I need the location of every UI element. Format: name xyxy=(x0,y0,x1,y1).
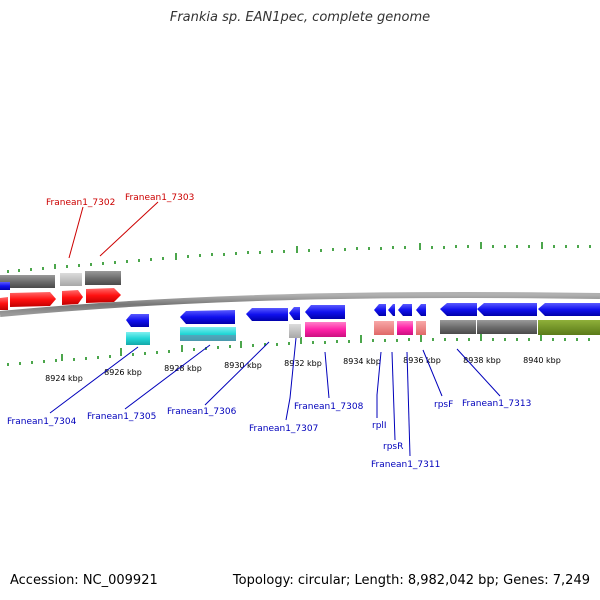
leader-line xyxy=(99,201,159,257)
accession-text: Accession: NC_009921 xyxy=(10,573,158,588)
feature-magenta-bar[interactable] xyxy=(397,321,413,335)
genome-title: Frankia sp. EAN1pec, complete genome xyxy=(169,10,431,25)
gene-label-franean1-7311[interactable]: Franean1_7311 xyxy=(371,460,440,470)
kbp-label: 8940 kbp xyxy=(523,356,561,365)
kbp-label: 8926 kbp xyxy=(104,368,142,377)
gene-arrow-blue[interactable] xyxy=(538,303,600,316)
leader-line xyxy=(324,351,330,399)
feature-cyan-bar[interactable] xyxy=(126,332,150,345)
feature-gray-bar[interactable] xyxy=(180,335,236,341)
gene-arrow-red[interactable] xyxy=(62,290,83,305)
leader-line xyxy=(124,344,211,410)
reverse-strand-genes xyxy=(126,303,600,327)
leader-line xyxy=(376,351,382,418)
forward-strand-features xyxy=(0,271,121,310)
genome-backbone xyxy=(0,291,600,317)
feature-olive-bar[interactable] xyxy=(538,320,600,335)
kbp-label: 8936 kbp xyxy=(403,356,441,365)
leader-line xyxy=(49,346,139,414)
kbp-label: 8930 kbp xyxy=(224,361,262,370)
top-tick-marks xyxy=(7,242,591,273)
gene-arrow-blue[interactable] xyxy=(305,305,345,319)
leader-line xyxy=(456,348,501,397)
kbp-label: 8928 kbp xyxy=(164,364,202,373)
gene-label-franean1-7302[interactable]: Franean1_7302 xyxy=(46,198,115,208)
gene-label-rpsf[interactable]: rpsF xyxy=(434,400,453,410)
leader-line xyxy=(422,349,443,397)
gene-label-franean1-7303[interactable]: Franean1_7303 xyxy=(125,193,194,203)
feature-gray-bar[interactable] xyxy=(0,275,55,288)
kbp-label: 8932 kbp xyxy=(284,359,322,368)
gene-arrow-blue[interactable] xyxy=(289,307,300,320)
gene-label-franean1-7307[interactable]: Franean1_7307 xyxy=(249,424,318,434)
gene-arrow-blue[interactable] xyxy=(440,303,477,316)
gene-arrow-red[interactable] xyxy=(86,288,121,303)
gene-arrow-blue[interactable] xyxy=(374,304,386,316)
reverse-strand-products xyxy=(126,320,600,345)
gene-arrow-blue[interactable] xyxy=(416,304,426,316)
feature-pink-bar[interactable] xyxy=(416,321,426,335)
leader-line xyxy=(68,206,84,259)
gene-label-franean1-7305[interactable]: Franean1_7305 xyxy=(87,412,156,422)
feature-lightgray-bar[interactable] xyxy=(289,324,301,338)
kbp-label: 8924 kbp xyxy=(45,374,83,383)
gene-arrow-red[interactable] xyxy=(10,292,56,307)
gene-arrow-blue[interactable] xyxy=(398,304,412,316)
gene-arrow-blue[interactable] xyxy=(126,314,149,327)
gene-arrow-blue[interactable] xyxy=(180,310,235,324)
feature-lightgray-bar[interactable] xyxy=(60,273,82,286)
gene-arrow-blue[interactable] xyxy=(246,308,288,321)
gene-arrow-red[interactable] xyxy=(0,297,8,310)
gene-arrow-blue[interactable] xyxy=(388,304,395,316)
leader-line xyxy=(285,337,297,421)
gene-label-franean1-7304[interactable]: Franean1_7304 xyxy=(7,417,77,427)
leader-line xyxy=(204,341,270,406)
feature-magenta-bar[interactable] xyxy=(305,322,346,337)
feature-gray-bar[interactable] xyxy=(85,271,121,285)
feature-pink-bar[interactable] xyxy=(374,321,394,335)
gene-label-franean1-7308[interactable]: Franean1_7308 xyxy=(294,402,364,412)
kbp-label: 8934 kbp xyxy=(343,357,381,366)
gene-label-rpsr[interactable]: rpsR xyxy=(383,442,403,452)
leader-line xyxy=(391,351,396,441)
gene-arrow-blue[interactable] xyxy=(477,303,537,316)
feature-gray-bar[interactable] xyxy=(477,320,537,334)
kbp-label: 8938 kbp xyxy=(463,356,501,365)
feature-gray-bar[interactable] xyxy=(440,320,476,334)
leader-line xyxy=(406,351,411,457)
gene-label-franean1-7313[interactable]: Franean1_7313 xyxy=(462,399,531,409)
gene-label-franean1-7306[interactable]: Franean1_7306 xyxy=(167,407,237,417)
genome-stats-text: Topology: circular; Length: 8,982,042 bp… xyxy=(232,573,590,588)
feature-blue-bar[interactable] xyxy=(0,282,10,290)
gene-label-rpli[interactable]: rplI xyxy=(372,421,387,431)
